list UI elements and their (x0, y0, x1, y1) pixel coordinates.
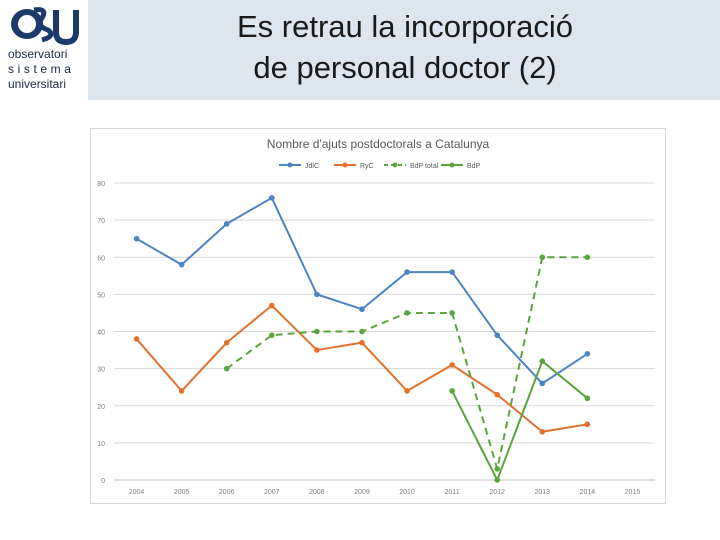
data-point (494, 477, 501, 483)
data-point (494, 466, 501, 472)
data-point (314, 328, 320, 335)
data-point (223, 339, 230, 346)
y-tick-label: 60 (97, 255, 105, 262)
data-point (178, 388, 185, 394)
logo-text-line3: universitari (8, 77, 67, 91)
osu-logo-mark (11, 7, 79, 46)
x-tick-label: 2007 (264, 489, 280, 496)
data-point (449, 388, 455, 394)
data-point (359, 339, 365, 346)
y-tick-label: 70 (97, 218, 105, 225)
x-tick-label: 2014 (580, 489, 596, 496)
data-point (494, 332, 501, 339)
legend-label: JdlC (305, 163, 319, 170)
data-point (223, 365, 230, 372)
data-point (584, 350, 591, 357)
x-tick-label: 2015 (625, 489, 641, 496)
y-tick-label: 0 (101, 478, 105, 485)
x-tick-label: 2008 (309, 489, 325, 496)
legend-marker (449, 162, 455, 168)
data-point (359, 306, 365, 313)
x-tick-label: 2010 (399, 489, 415, 496)
logo-text-line2: sistema (8, 62, 75, 76)
data-point (178, 261, 185, 268)
data-point (449, 310, 455, 316)
data-point (133, 336, 140, 342)
data-point (268, 332, 275, 339)
legend-label: BdP total (410, 163, 439, 170)
x-tick-label: 2009 (354, 489, 370, 496)
x-tick-label: 2004 (129, 489, 145, 496)
x-tick-label: 2011 (445, 489, 460, 496)
data-point (314, 347, 320, 353)
y-tick-label: 80 (97, 181, 105, 188)
data-point (223, 221, 230, 227)
data-point (584, 421, 591, 428)
y-tick-label: 20 (97, 404, 105, 411)
data-point (404, 388, 410, 394)
x-tick-label: 2006 (219, 489, 235, 496)
data-point (539, 380, 546, 387)
series-line (226, 256, 588, 470)
data-point (539, 428, 546, 435)
data-point (268, 195, 275, 201)
data-point (359, 328, 365, 335)
y-tick-label: 10 (97, 441, 105, 448)
data-point (584, 254, 591, 261)
x-tick-label: 2013 (535, 489, 551, 496)
line-chart: Nombre d'ajuts postdoctorals a Catalunya… (97, 137, 655, 496)
osu-logo: observatori sistema universitari (6, 6, 86, 98)
chart-frame: Nombre d'ajuts postdoctorals a Catalunya… (90, 128, 666, 504)
data-point (449, 362, 455, 368)
data-point (314, 291, 320, 298)
data-point (584, 395, 591, 402)
slide-title-line2: de personal doctor (2) (253, 50, 557, 85)
chart-title: Nombre d'ajuts postdoctorals a Catalunya (267, 137, 490, 151)
x-tick-label: 2005 (174, 489, 190, 496)
data-point (268, 302, 275, 309)
slide-title-line1: Es retrau la incorporació (237, 9, 573, 44)
x-tick-label: 2012 (489, 489, 505, 496)
title-band (88, 0, 720, 100)
legend-label: BdP (467, 163, 481, 170)
legend-marker (287, 162, 293, 168)
logo-text-line1: observatori (8, 47, 68, 61)
data-point (404, 310, 410, 316)
legend-label: RyC (360, 163, 374, 170)
y-tick-label: 40 (97, 330, 105, 337)
data-point (539, 358, 546, 364)
data-point (449, 269, 455, 275)
slide-title: Es retrau la incorporació de personal do… (150, 6, 660, 88)
data-point (133, 235, 140, 242)
legend-marker (392, 162, 398, 168)
series-line (451, 360, 589, 481)
data-point (404, 269, 410, 275)
series-line (136, 196, 588, 385)
legend-marker (342, 162, 348, 168)
y-tick-label: 30 (97, 367, 105, 374)
data-point (494, 391, 501, 398)
y-tick-label: 50 (97, 292, 105, 299)
data-point (539, 254, 546, 261)
